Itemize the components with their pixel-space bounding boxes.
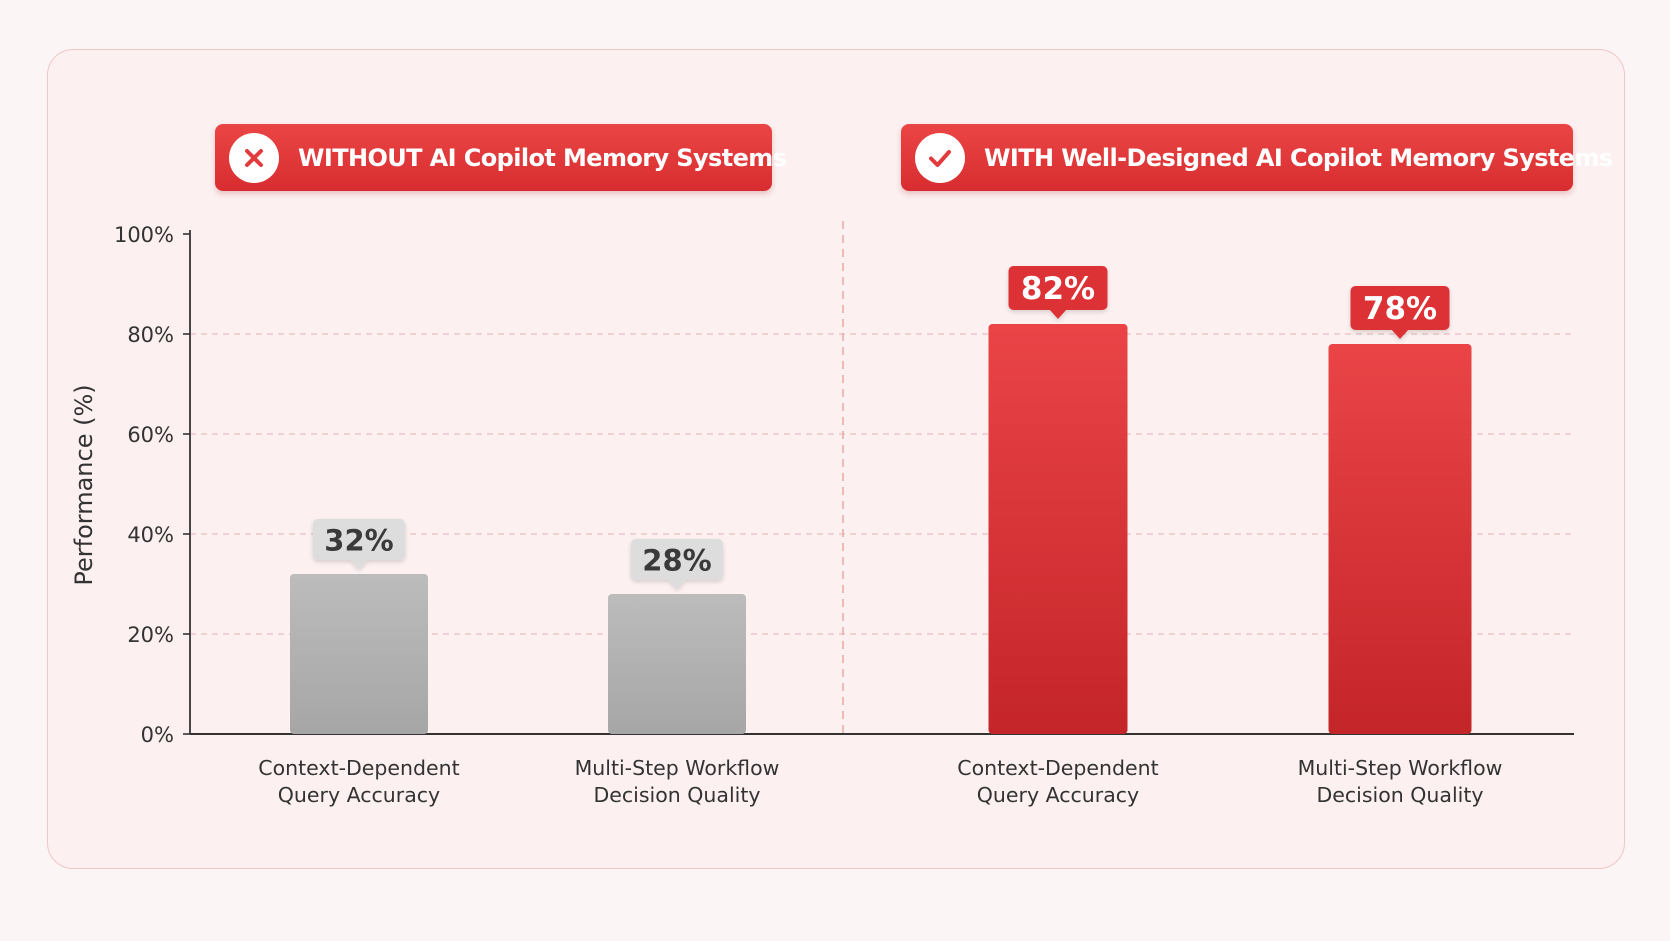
bar [290, 574, 428, 734]
callout-pointer [1049, 309, 1067, 319]
x-category-label: Multi-Step Workflow [1298, 756, 1503, 780]
x-category-label: Decision Quality [593, 783, 760, 807]
callout-pointer [1391, 329, 1409, 339]
y-tick-label: 100% [114, 223, 174, 247]
y-tick-label: 80% [127, 323, 174, 347]
data-label-callout [1008, 266, 1108, 319]
with-banner: WITH Well-Designed AI Copilot Memory Sys… [901, 124, 1613, 191]
callout-box [631, 539, 723, 580]
bar [608, 594, 746, 734]
data-label-callout [1350, 286, 1450, 339]
x-category-label: Query Accuracy [278, 783, 440, 807]
data-label: 32% [324, 524, 393, 558]
x-category-label: Decision Quality [1316, 783, 1483, 807]
checkmark-icon [915, 132, 965, 183]
data-label: 28% [642, 544, 711, 578]
data-label-callout [313, 519, 405, 569]
gridlines [190, 221, 1574, 734]
callout-box [1008, 266, 1108, 310]
callout-box [1350, 286, 1450, 330]
with-banner-label: WITH Well-Designed AI Copilot Memory Sys… [984, 143, 1613, 172]
close-icon [229, 132, 279, 183]
callout-pointer [350, 559, 368, 569]
y-tick-label: 60% [127, 423, 174, 447]
without-banner-label: WITHOUT AI Copilot Memory Systems [298, 143, 787, 172]
x-category-label: Context-Dependent [957, 756, 1158, 780]
x-category-label: Context-Dependent [258, 756, 459, 780]
y-axis-label: Performance (%) [70, 384, 98, 585]
y-tick-label: 20% [127, 623, 174, 647]
bar [988, 324, 1128, 734]
data-label: 82% [1021, 271, 1095, 307]
x-category-label: Query Accuracy [977, 783, 1139, 807]
without-banner: WITHOUT AI Copilot Memory Systems [215, 124, 787, 191]
callout-box [313, 519, 405, 560]
y-tick-label: 0% [141, 723, 174, 747]
y-tick-label: 40% [127, 523, 174, 547]
data-label-callout [631, 539, 723, 589]
labels: 32% Context-Dependent Query Accuracy 28% Mul… [258, 266, 1502, 807]
bar [1328, 344, 1472, 734]
bars [290, 324, 1472, 734]
x-category-label: Multi-Step Workflow [575, 756, 780, 780]
callout-pointer [668, 579, 686, 589]
data-label: 78% [1363, 291, 1437, 327]
